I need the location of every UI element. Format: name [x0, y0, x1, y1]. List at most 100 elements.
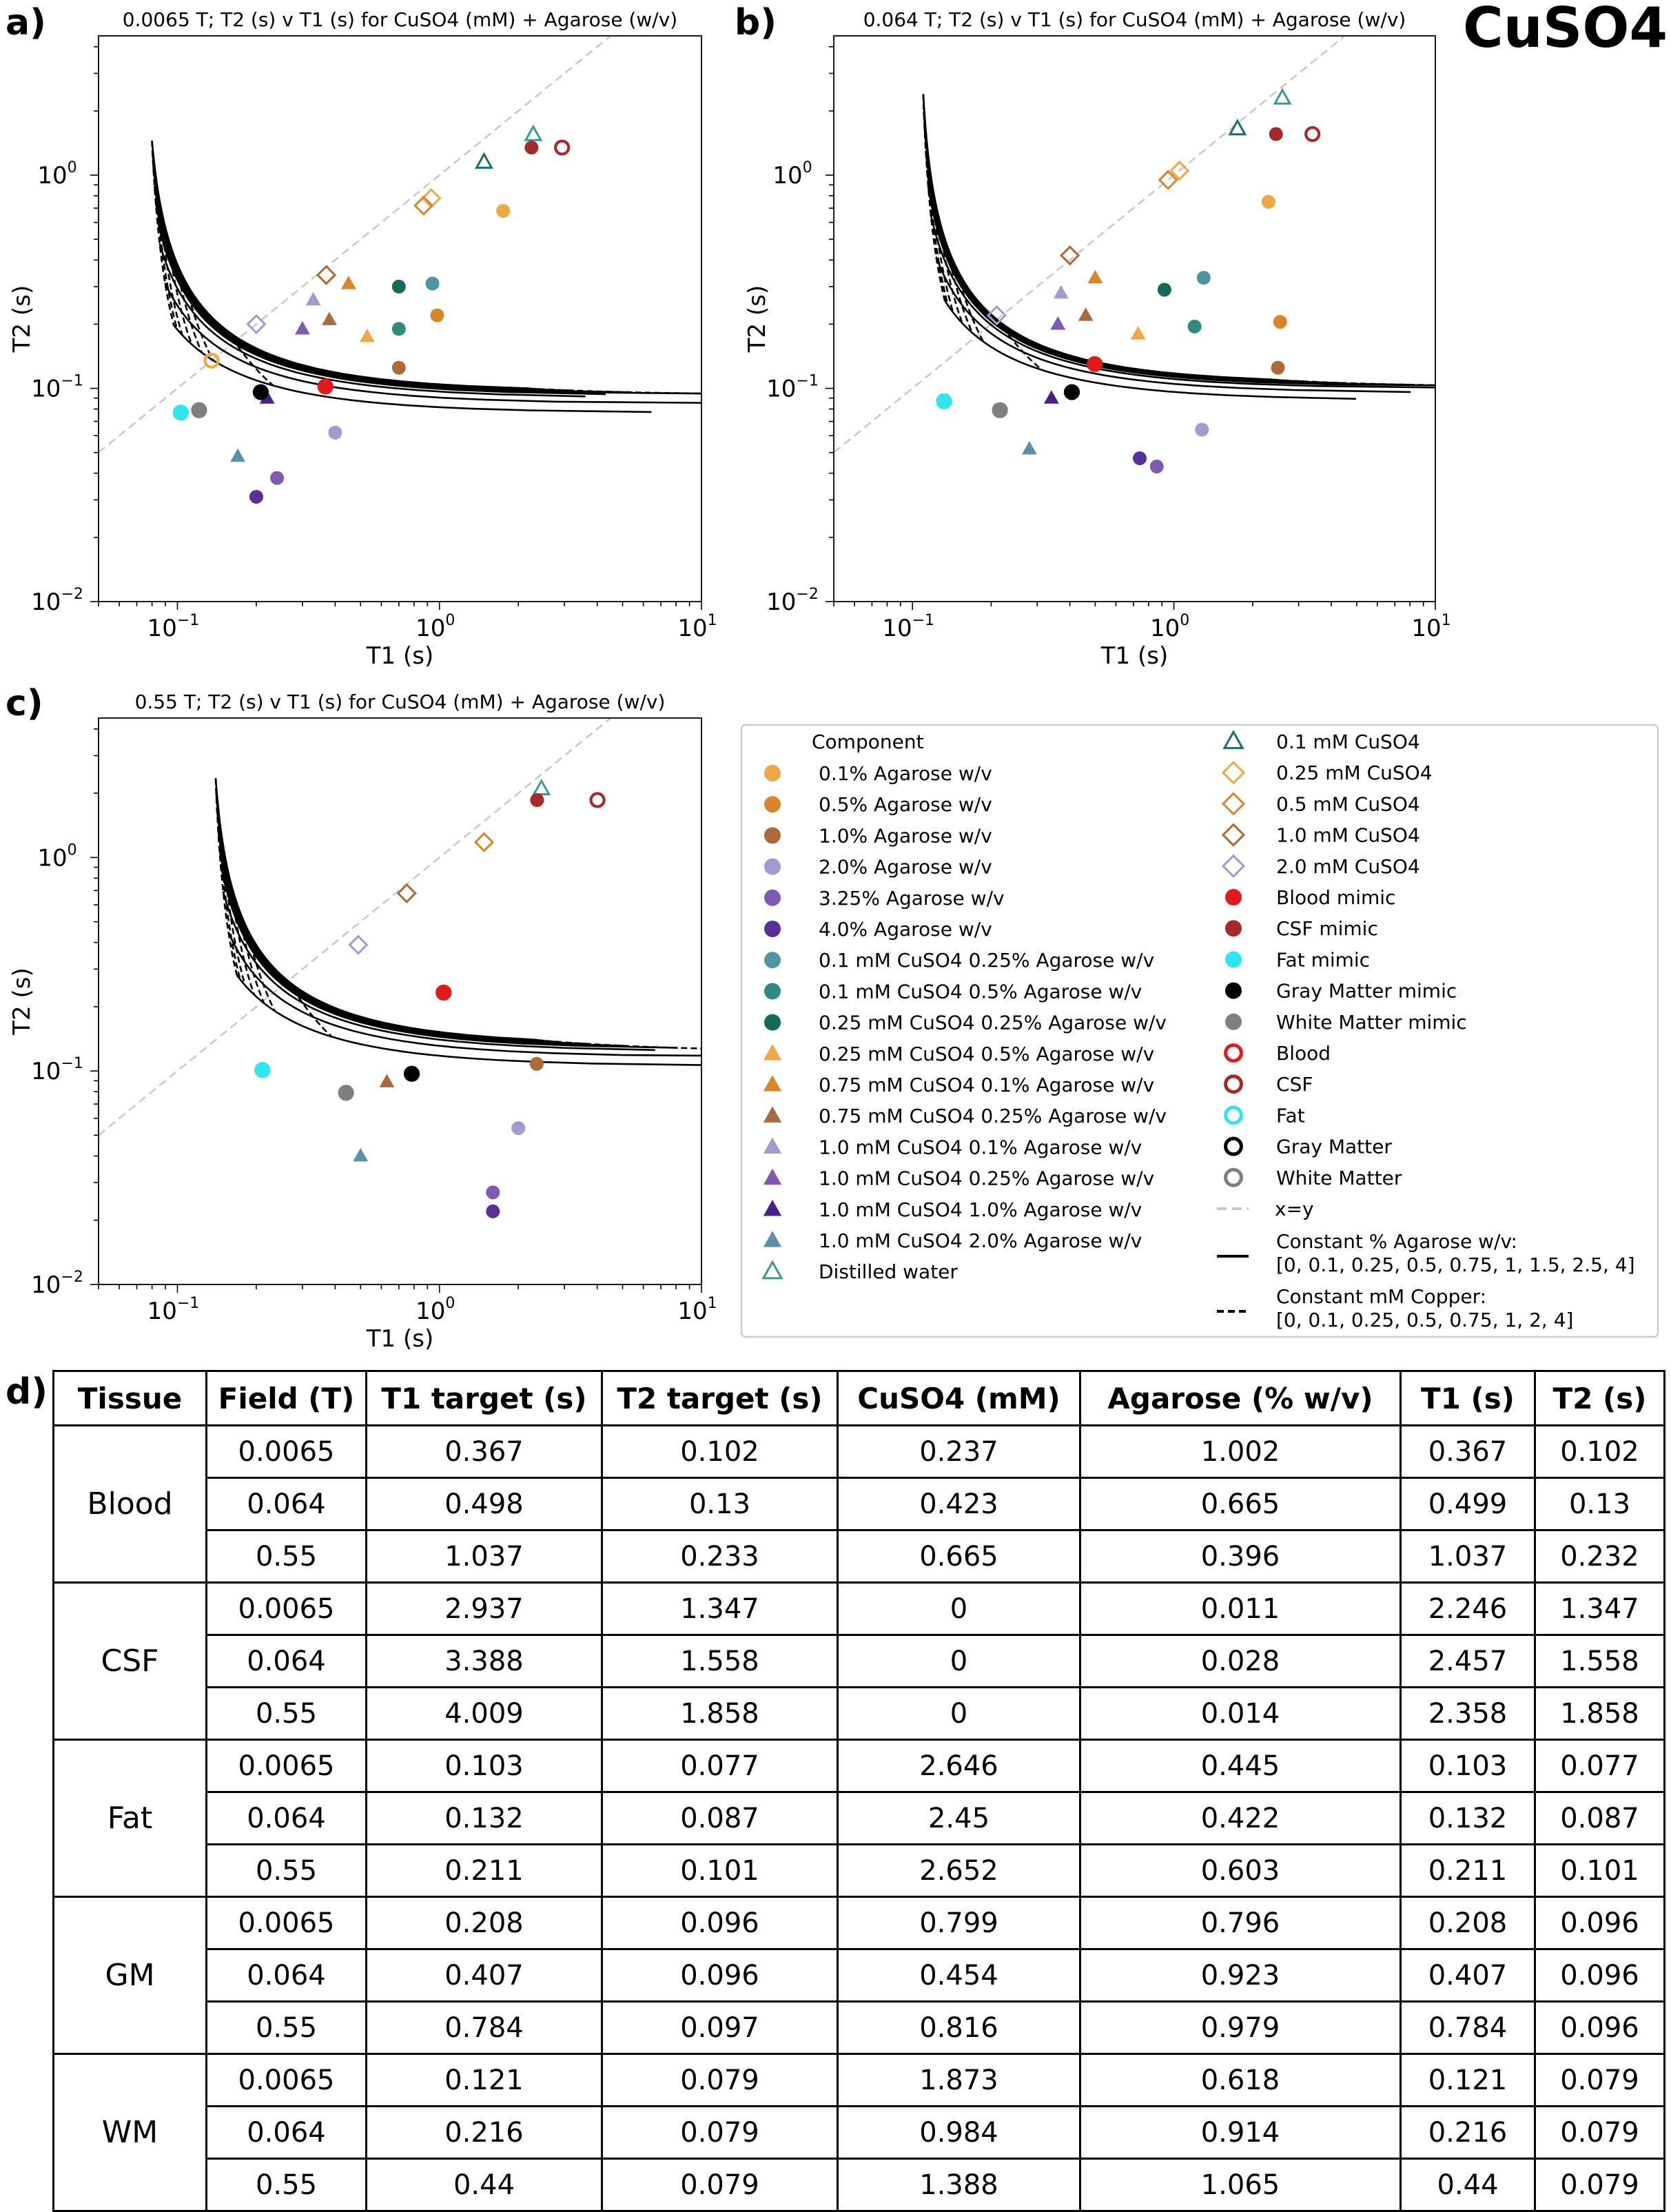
legend-label: Constant % Agarose w/v:	[1276, 1230, 1517, 1253]
data-point-c-19	[338, 1085, 354, 1101]
legend-marker-1	[764, 796, 781, 813]
agarose-curve-c-3	[217, 830, 587, 1045]
data-point-b-28	[1304, 125, 1321, 143]
model-grid-a	[151, 141, 701, 413]
agarose-curve-b-6	[930, 214, 1435, 389]
identity-line-b	[834, 36, 1346, 453]
table-cell: 0.55	[205, 1529, 367, 1584]
data-point-b-9	[1130, 326, 1146, 340]
data-point-b-24	[936, 394, 951, 409]
legend-label: 0.25 mM CuSO4	[1276, 761, 1433, 784]
legend-label: 1.0% Agarose w/v	[819, 824, 992, 847]
table-cell: 0.445	[1079, 1739, 1402, 1793]
table-cell: 0.984	[837, 2105, 1081, 2160]
table-cell: 0.407	[365, 1948, 603, 2003]
table-cell: 0.816	[837, 2000, 1081, 2055]
y-tick-label-b-1: 10−1	[766, 373, 819, 403]
data-point-b-16	[1273, 88, 1292, 105]
table-cell: 0.087	[1534, 1791, 1665, 1845]
data-point-a-23	[524, 141, 539, 155]
data-point-c-16	[589, 792, 606, 808]
legend-label: 1.0 mM CuSO4	[1276, 824, 1420, 847]
table-cell: 0.208	[365, 1896, 603, 1950]
table-cell: 1.347	[1534, 1581, 1665, 1636]
legend-marker-5	[764, 921, 781, 937]
agarose-curve-b-8	[943, 300, 1357, 400]
copper-curve-a-3	[165, 232, 193, 345]
y-tick-label-c-2: 100	[37, 841, 76, 872]
data-point-a-28	[554, 139, 571, 156]
x-axis-label-c: T1 (s)	[366, 1325, 433, 1353]
table-row: 0.55 0.211 0.101 2.652 0.603 0.211 0.101	[54, 1843, 1665, 1898]
data-point-a-29	[172, 404, 189, 421]
copper-curve-b-1	[925, 132, 950, 306]
legend-marker-20	[1221, 823, 1246, 847]
panel-a: a) 0.0065 T; T2 (s) v T1 (s) for CuSO4 (m…	[6, 2, 717, 670]
legend-label: 0.5% Agarose w/v	[819, 793, 992, 816]
data-point-b-15	[1021, 440, 1037, 455]
legend-marker-29	[1224, 1105, 1243, 1125]
table-cell: 0.216	[365, 2105, 603, 2160]
plot-area-a	[99, 36, 701, 504]
legend-marker-0	[764, 765, 781, 781]
x-tick-label-a-0: 10−1	[147, 612, 200, 642]
table-cell: 2.652	[837, 1843, 1081, 1898]
data-point-c-6	[532, 778, 551, 796]
legend-label: Constant mM Copper:	[1276, 1285, 1486, 1308]
data-point-c-8	[396, 883, 417, 903]
table-cell: 0.211	[1400, 1843, 1536, 1898]
agarose-curve-c-8	[236, 974, 701, 1066]
table-cell: 0.665	[837, 1529, 1081, 1584]
table-cell: 1.558	[1534, 1634, 1665, 1688]
table-cell: 0.0065	[205, 1581, 367, 1636]
table-row: 0.55 0.784 0.097 0.816 0.979 0.784 0.096	[54, 2000, 1665, 2055]
data-point-a-2	[391, 360, 406, 375]
results-table: Tissue Field (T) T1 target (s) T2 target (s…	[52, 1370, 1665, 2212]
axes-frame-c	[98, 717, 702, 1285]
table-cell: 0.0065	[205, 1739, 367, 1793]
table-cell: 2.457	[1400, 1634, 1536, 1688]
table-cell: 0.0065	[205, 1424, 367, 1479]
column-header: CuSO4 (mM)	[837, 1370, 1081, 1426]
data-point-b-14	[1043, 390, 1059, 404]
data-point-c-12	[255, 1063, 269, 1077]
identity-line-c	[99, 718, 611, 1136]
panel-letter-b: b)	[735, 2, 777, 43]
table-cell: 0	[837, 1634, 1081, 1688]
data-point-a-19	[413, 195, 434, 216]
table-cell: 0.367	[1400, 1424, 1536, 1479]
table-row: CSF 0.0065 2.937 1.347 0 0.011 2.246 1.347	[52, 1581, 1665, 1741]
legend-marker-28	[1224, 1074, 1243, 1094]
table-cell: 0.096	[601, 1896, 839, 1950]
data-point-a-6	[425, 276, 440, 291]
axes-frame-b	[833, 35, 1436, 602]
data-point-c-5	[353, 1147, 369, 1162]
legend-marker-21	[1221, 854, 1246, 878]
legend-label: 2.0% Agarose w/v	[819, 856, 992, 879]
x-tick-label-a-2: 101	[677, 612, 717, 642]
data-point-c-11	[530, 793, 544, 808]
legend-label: Blood mimic	[1276, 886, 1395, 909]
data-point-b-27	[1087, 356, 1103, 372]
table-row: 0.064 3.388 1.558 0 0.028 2.457 1.558	[54, 1634, 1665, 1688]
legend-marker-15	[763, 1231, 782, 1247]
data-point-b-3	[1195, 422, 1209, 437]
data-point-a-32	[203, 352, 220, 369]
table-cell: 1.388	[837, 2158, 1081, 2212]
table-cell: 0.0065	[205, 2053, 367, 2107]
points-b	[936, 88, 1321, 473]
table-row: 0.064 0.132 0.087 2.45 0.422 0.132 0.087	[54, 1791, 1665, 1845]
data-point-a-12	[305, 291, 321, 306]
x-axis-label-b: T1 (s)	[1100, 642, 1168, 670]
table-cell: 2.358	[1400, 1686, 1536, 1741]
table-cell: 0.603	[1079, 1843, 1402, 1898]
legend-marker-18	[1221, 761, 1246, 785]
table-cell: 0.796	[1079, 1896, 1402, 1950]
column-header: T2 (s)	[1534, 1370, 1665, 1426]
data-point-b-26	[993, 403, 1007, 418]
table-cell: 0.014	[1079, 1686, 1402, 1741]
legend-label: 1.0 mM CuSO4 0.1% Agarose w/v	[819, 1136, 1142, 1158]
legend-label: 4.0% Agarose w/v	[819, 918, 992, 941]
figure: CuSO4 a) 0.0065 T; T2 (s) v T1 (s) for Cu…	[6, 0, 1668, 1353]
table-cell: 2.45	[837, 1791, 1081, 1845]
